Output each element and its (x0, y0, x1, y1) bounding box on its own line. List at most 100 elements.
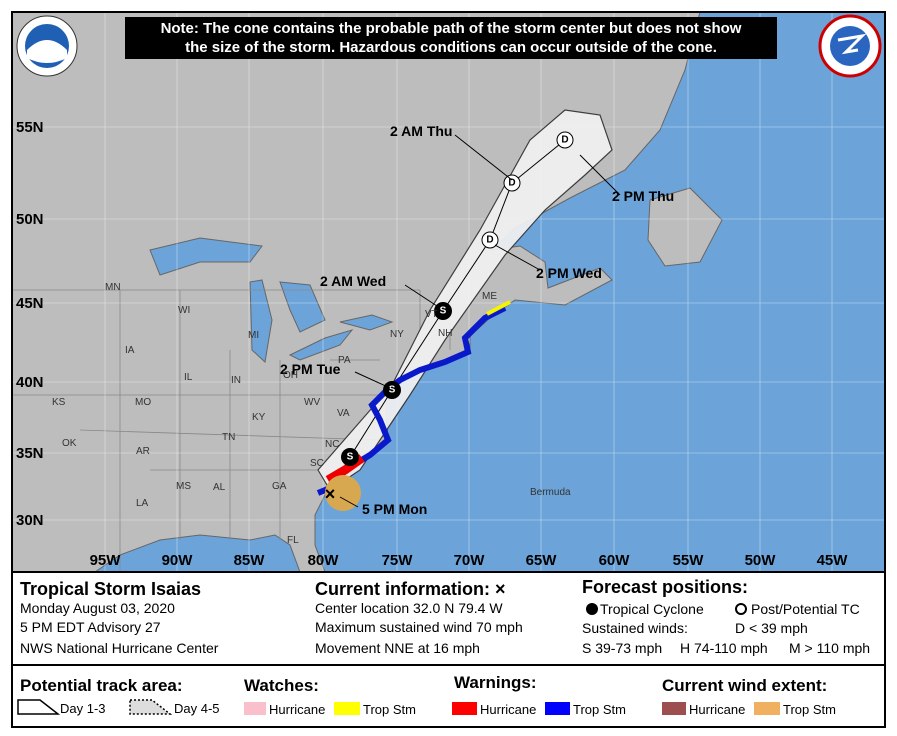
tc-icon (586, 603, 598, 615)
time-label: 2 PM Wed (536, 265, 602, 281)
note: the size of the storm. Hazardous conditi… (185, 39, 717, 56)
region-label: IN (231, 375, 241, 386)
warnings-heading: Warnings: (454, 673, 536, 692)
time-label: 2 AM Thu (390, 123, 452, 139)
region-label: IL (184, 372, 193, 383)
track-heading: Potential track area: (20, 676, 183, 695)
lon-label: 90W (162, 552, 194, 569)
day45-icon (129, 699, 173, 715)
hurricane-extent: Hurricane (689, 702, 745, 717)
hurricane-extent-icon (662, 702, 686, 715)
lat-label: 35N (16, 445, 44, 462)
ts-extent-icon (754, 702, 780, 715)
region-label: KS (52, 397, 66, 408)
region-label: MS (176, 481, 191, 492)
note-box (125, 17, 777, 59)
current-position: × (325, 484, 336, 504)
region-label: WV (304, 397, 320, 408)
watches-heading: Watches: (244, 676, 319, 695)
region-label: PA (338, 355, 351, 366)
region-label: FL (287, 535, 299, 546)
current-location: Center location 32.0 N 79.4 W (315, 600, 503, 616)
region-label: IA (125, 345, 135, 356)
region-label: VT (425, 309, 438, 320)
hurricane-warning-icon (452, 702, 477, 715)
region-label: NC (325, 439, 339, 450)
region-label: AR (136, 446, 150, 457)
region-label: Bermuda (530, 487, 571, 498)
marker: D (486, 235, 493, 246)
current-movement: Movement NNE at 16 mph (315, 640, 480, 656)
region-label: KY (252, 412, 266, 423)
nws-logo (818, 14, 882, 78)
lon-labels: 95W 90W 85W 80W 75W 70W 65W 60W 55W 50W … (90, 552, 849, 569)
lake-superior (149, 237, 263, 276)
ptc-icon (735, 603, 747, 615)
positions-heading: Forecast positions: (582, 577, 748, 597)
time-label: 5 PM Mon (362, 501, 427, 517)
region-label: OH (283, 370, 298, 381)
markers: D D D S S S (341, 131, 574, 466)
wind-d: D < 39 mph (735, 620, 808, 636)
time-label: 2 PM Tue (280, 361, 341, 377)
map: × D D D S S S 2 AM Thu 2 PM Thu 2 PM Wed… (11, 11, 886, 573)
borders (12, 289, 451, 572)
ts-warning: Trop Stm (573, 702, 626, 717)
leaders (339, 134, 621, 508)
ts-watch: Trop Stm (363, 702, 416, 717)
hurricane-watch-icon (244, 702, 266, 715)
region-label: SC (310, 458, 324, 469)
lat-label: 40N (16, 374, 44, 391)
lon-label: 85W (234, 552, 266, 569)
day45: Day 4-5 (174, 701, 220, 716)
tropical-storm-watch (486, 300, 511, 316)
lon-label: 55W (673, 552, 705, 569)
hurricane-watch: Hurricane (269, 702, 325, 717)
region-label: OK (62, 438, 77, 449)
newfoundland (647, 187, 723, 267)
day13-icon (17, 699, 61, 715)
marker: S (389, 385, 396, 396)
region-label: MI (248, 330, 259, 341)
lake-huron (279, 281, 326, 333)
tropical-cyclone: Tropical Cyclone (600, 601, 704, 617)
lon-label: 75W (382, 552, 414, 569)
storm-date: Monday August 03, 2020 (20, 600, 175, 616)
extent-heading: Current wind extent: (662, 676, 827, 695)
lon-label: 70W (454, 552, 486, 569)
current-heading: Current information: × (315, 579, 506, 599)
marker: S (347, 452, 354, 463)
region-label: GA (272, 481, 287, 492)
sustained-winds: Sustained winds: (582, 620, 688, 636)
lat-label: 50N (16, 211, 44, 228)
lake-erie (288, 329, 354, 361)
wind-extent (325, 475, 361, 511)
lon-label: 60W (599, 552, 631, 569)
lon-label: 65W (526, 552, 558, 569)
note: Note: The cone contains the probable pat… (161, 20, 742, 37)
region-label: LA (136, 498, 149, 509)
wind-s: S 39-73 mph (582, 640, 662, 656)
wind-m: M > 110 mph (789, 640, 870, 656)
region-label: AL (213, 482, 226, 493)
region-label: MO (135, 397, 151, 408)
region-label: WI (178, 305, 190, 316)
ts-watch-icon (334, 702, 360, 715)
lat-label: 30N (16, 512, 44, 529)
post-tc: Post/Potential TC (751, 601, 860, 617)
region-label: VA (337, 408, 350, 419)
region-label: ME (482, 291, 497, 302)
lon-label: 50W (745, 552, 777, 569)
storm-advisory: 5 PM EDT Advisory 27 (20, 619, 161, 635)
marker: S (440, 306, 447, 317)
lat-labels: 55N 50N 45N 40N 35N 30N (16, 119, 44, 529)
lat-label: 55N (16, 119, 44, 136)
ts-extent: Trop Stm (783, 702, 836, 717)
lon-label: 45W (817, 552, 849, 569)
lat-label: 45N (16, 295, 44, 312)
noaa-logo (16, 15, 78, 77)
current-wind: Maximum sustained wind 70 mph (315, 619, 523, 635)
day13: Day 1-3 (60, 701, 106, 716)
